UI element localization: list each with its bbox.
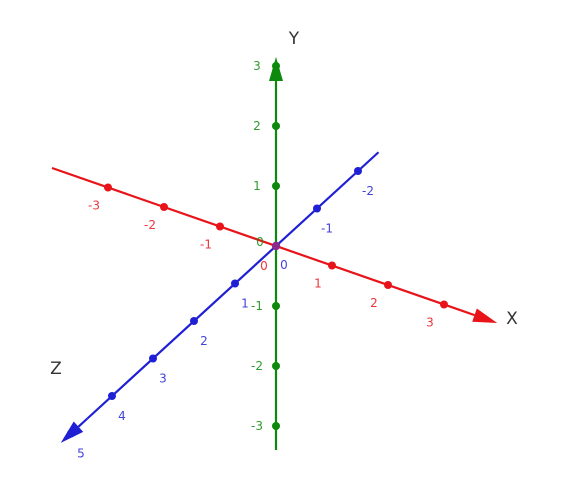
z-tick-label: 2 xyxy=(200,334,208,348)
x-axis-group: X -3 -2 -1 0 1 2 3 xyxy=(51,166,518,330)
x-tick-label: 2 xyxy=(370,296,378,310)
x-tick-label: 1 xyxy=(314,277,322,291)
x-axis-shaft xyxy=(460,309,475,317)
x-tick-point xyxy=(384,281,392,289)
x-tick-point xyxy=(440,300,448,309)
y-tick-point xyxy=(272,362,280,370)
z-axis-shaft xyxy=(77,417,89,428)
y-tick-point xyxy=(272,182,280,190)
z-tick-point xyxy=(190,317,198,325)
y-tick-label: 2 xyxy=(253,119,261,133)
z-tick-label: 0 xyxy=(280,258,288,272)
z-tick-point xyxy=(149,354,157,363)
y-tick-point xyxy=(272,422,280,430)
y-tick-label: -3 xyxy=(251,419,263,433)
x-tick-label: -3 xyxy=(88,199,100,213)
x-axis-name: X xyxy=(506,309,518,329)
y-axis-name: Y xyxy=(288,29,300,49)
z-axis-name: Z xyxy=(50,359,62,379)
y-tick-point xyxy=(272,122,280,130)
z-tick-label: -1 xyxy=(321,222,333,236)
z-tick-point xyxy=(231,279,239,288)
y-axis-group: Y -3 -2 -1 0 1 2 3 xyxy=(251,29,300,450)
x-tick-point xyxy=(104,183,112,192)
y-tick-label: -2 xyxy=(251,359,263,373)
x-tick-point xyxy=(216,222,224,231)
z-tick-label: 3 xyxy=(159,372,167,386)
z-axis-group: Z -2 -1 0 1 2 3 4 5 xyxy=(50,151,380,461)
z-tick-point xyxy=(313,204,321,213)
y-tick-label: 1 xyxy=(253,179,261,193)
x-tick-label: -2 xyxy=(144,218,156,232)
y-tick-point xyxy=(272,302,280,310)
x-tick-label: 0 xyxy=(260,259,268,273)
z-tick-label: 4 xyxy=(118,409,126,423)
y-tick-point xyxy=(272,62,280,70)
z-tick-point xyxy=(67,429,75,438)
z-tick-label: 5 xyxy=(77,447,85,461)
origin-point xyxy=(271,241,281,251)
x-tick-label: -1 xyxy=(200,238,212,252)
x-arrowhead-icon xyxy=(472,308,498,324)
y-tick-label: 3 xyxy=(253,59,261,73)
z-tick-label: 1 xyxy=(241,297,249,311)
z-tick-label: -2 xyxy=(362,184,374,198)
x-tick-point xyxy=(328,261,336,270)
y-tick-label: 0 xyxy=(256,235,264,249)
z-tick-point xyxy=(108,392,116,400)
x-axis-line xyxy=(51,166,462,312)
x-tick-label: 3 xyxy=(426,316,434,330)
y-tick-label: -1 xyxy=(251,299,263,313)
x-tick-point xyxy=(160,203,168,211)
z-tick-point xyxy=(354,167,362,175)
